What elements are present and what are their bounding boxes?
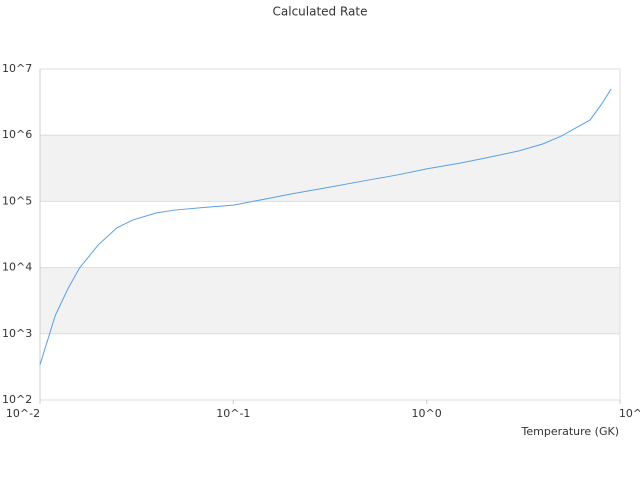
x-tick-label: 10^1 (619, 407, 640, 420)
x-axis-label: Temperature (GK) (521, 425, 620, 438)
y-tick-label: 10^4 (2, 261, 32, 274)
grid-band (40, 135, 620, 202)
y-tick-label: 10^3 (2, 327, 32, 340)
y-tick-label: 10^2 (2, 393, 32, 406)
grid-band (40, 267, 620, 334)
data-line (39, 88, 612, 365)
chart-title: Calculated Rate (273, 5, 368, 19)
y-tick-label: 10^6 (2, 128, 32, 141)
x-tick-label: 10^-2 (6, 407, 40, 420)
x-tick-label: 10^-1 (216, 407, 250, 420)
y-tick-label: 10^5 (2, 194, 32, 207)
x-tick-label: 10^0 (412, 407, 442, 420)
y-tick-label: 10^7 (2, 62, 32, 75)
